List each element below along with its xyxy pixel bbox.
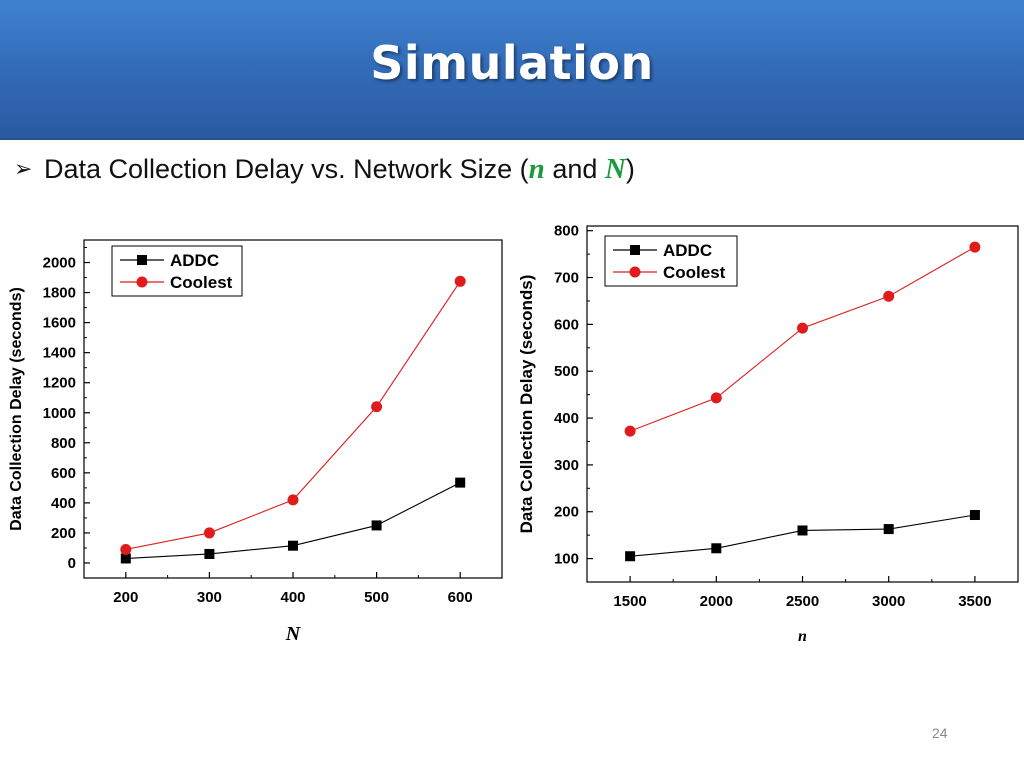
y-tick-label: 1200 [43, 375, 76, 392]
coolest-point [797, 322, 808, 334]
y-axis-label: Data Collection Delay (seconds) [8, 287, 25, 531]
x-axis-label: n [798, 628, 807, 645]
x-tick-label: 500 [364, 589, 389, 606]
page-number: 24 [932, 725, 948, 741]
addc-point [625, 551, 636, 562]
y-tick-label: 400 [554, 410, 579, 427]
coolest-point [883, 290, 895, 302]
arrow-bullet-icon: ➢ [14, 156, 33, 181]
coolest-point [454, 275, 466, 287]
y-tick-label: 100 [554, 551, 579, 568]
x-tick-label: 3500 [958, 593, 991, 610]
x-tick-label: 2500 [786, 593, 819, 610]
y-tick-label: 600 [51, 465, 76, 482]
legend-marker-addc [137, 255, 147, 265]
addc-point [371, 520, 382, 531]
legend-label-coolest: Coolest [170, 273, 233, 292]
addc-point [288, 540, 298, 551]
bullet-var-N: N [604, 153, 626, 185]
x-tick-label: 200 [113, 589, 138, 606]
y-tick-label: 1000 [43, 405, 76, 422]
addc-point [969, 510, 980, 521]
y-tick-label: 200 [51, 525, 76, 542]
x-tick-label: 400 [280, 589, 305, 606]
bullet-text-end: ) [625, 154, 635, 184]
coolest-point [624, 425, 636, 437]
addc-point [120, 553, 131, 564]
addc-series-line [630, 514, 975, 557]
legend-label-coolest: Coolest [663, 263, 726, 282]
y-tick-label: 0 [68, 555, 76, 572]
y-tick-label: 2000 [43, 255, 76, 272]
bullet-text-start: Data Collection Delay vs. Network Size ( [44, 154, 529, 184]
y-tick-label: 1400 [43, 345, 76, 362]
x-tick-label: 600 [448, 589, 473, 606]
x-tick-label: 2000 [700, 593, 733, 610]
bullet-text-middle: and [544, 154, 605, 184]
coolest-point [371, 401, 383, 413]
addc-point [883, 524, 894, 535]
addc-point [455, 477, 466, 488]
legend-marker-coolest [629, 266, 641, 278]
y-tick-label: 800 [51, 435, 76, 452]
legend-marker-addc [630, 245, 640, 255]
y-tick-label: 500 [554, 363, 579, 380]
legend-label-addc: ADDC [170, 251, 219, 270]
legend-label-addc: ADDC [663, 241, 712, 260]
legend-marker-coolest [136, 276, 148, 288]
y-tick-label: 300 [554, 457, 579, 474]
coolest-point [287, 494, 299, 506]
x-axis-label: N [285, 623, 302, 645]
slide-title: Simulation [370, 36, 654, 90]
y-tick-label: 1800 [43, 285, 76, 302]
title-banner [0, 0, 1024, 140]
coolest-point [203, 527, 215, 539]
x-tick-label: 300 [197, 589, 222, 606]
legend-box [111, 245, 243, 297]
addc-point [797, 525, 808, 536]
bullet-line: ➢ Data Collection Delay vs. Network Size … [14, 153, 635, 186]
y-tick-label: 700 [554, 270, 579, 287]
coolest-point [120, 543, 132, 555]
coolest-point [710, 392, 722, 404]
addc-point [204, 548, 215, 559]
legend-box [604, 235, 738, 287]
bullet-var-n: n [528, 153, 545, 185]
y-axis-label: Data Collection Delay (seconds) [517, 275, 536, 534]
coolest-point [969, 241, 981, 253]
addc-point [711, 543, 722, 554]
y-tick-label: 800 [554, 223, 579, 240]
x-tick-label: 1500 [613, 593, 646, 610]
y-tick-label: 200 [554, 504, 579, 521]
y-tick-label: 400 [51, 495, 76, 512]
x-tick-label: 3000 [872, 593, 905, 610]
y-tick-label: 600 [554, 316, 579, 333]
y-tick-label: 1600 [43, 315, 76, 332]
